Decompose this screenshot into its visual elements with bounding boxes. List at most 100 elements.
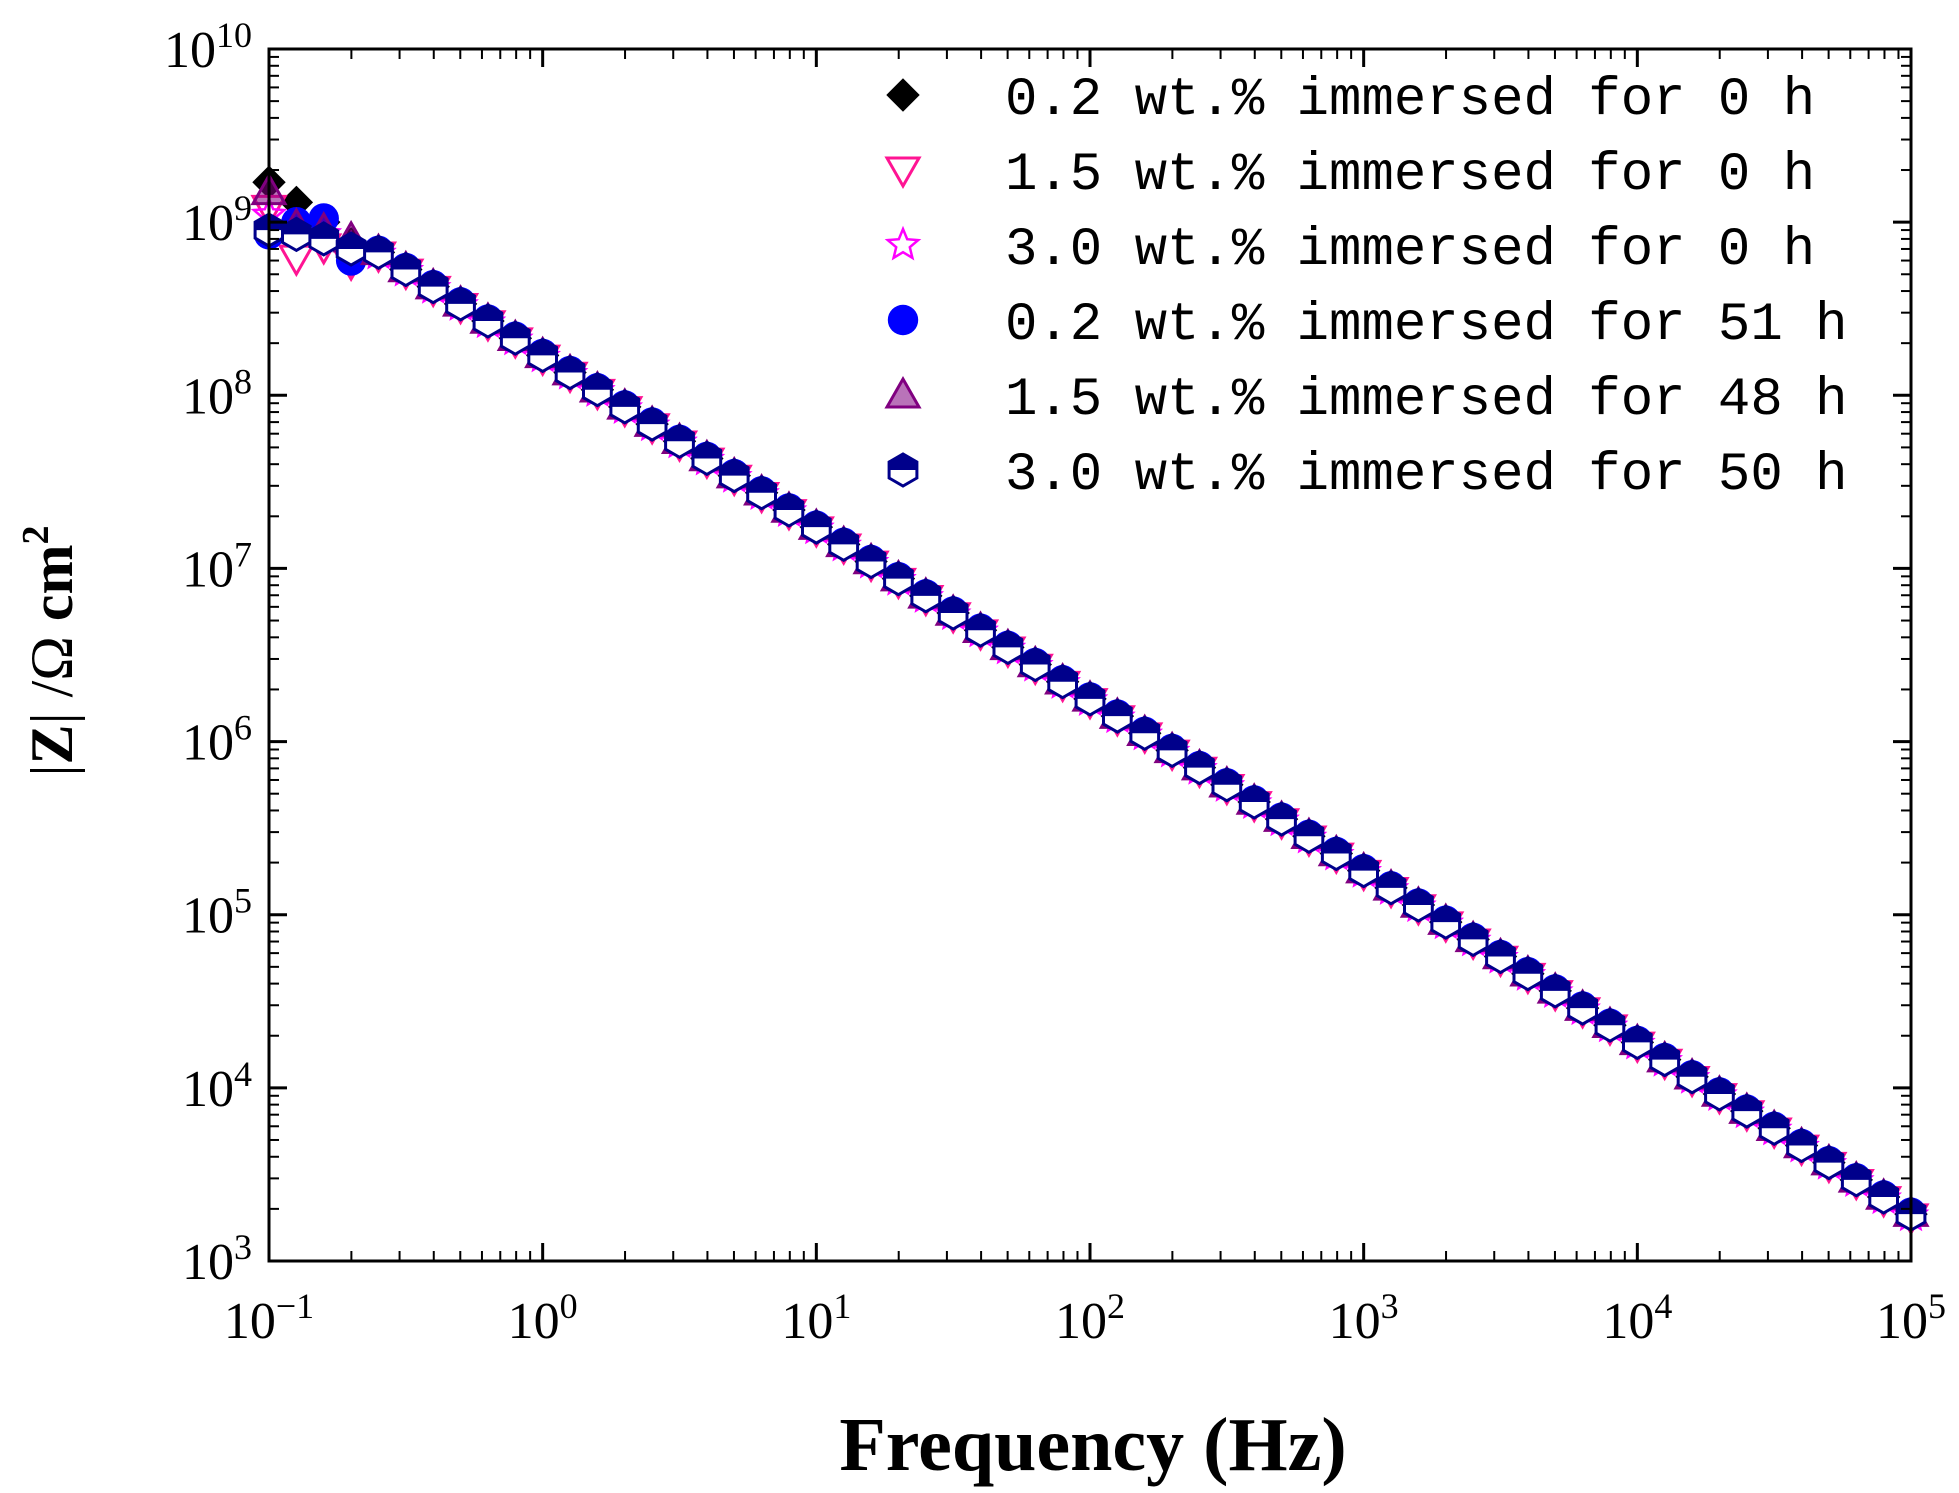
x-tick-label: 101 xyxy=(781,1286,851,1350)
x-tick-label: 10−1 xyxy=(224,1286,314,1350)
y-tick-label: 105 xyxy=(182,881,252,945)
data-point-fill xyxy=(337,233,365,249)
data-point-fill xyxy=(665,425,694,442)
data-point-fill xyxy=(501,322,530,339)
data-point-fill xyxy=(1760,1112,1789,1129)
data-point-fill xyxy=(966,614,995,631)
data-point-fill xyxy=(747,476,776,493)
data-point-fill xyxy=(911,579,940,596)
axis-ticks xyxy=(267,47,1913,1263)
data-point-fill xyxy=(1514,957,1542,974)
data-point-fill xyxy=(419,270,448,287)
legend-marker xyxy=(884,156,922,190)
data-point-fill xyxy=(1349,854,1378,871)
data-point-fill xyxy=(1596,1009,1624,1026)
y-tick-label: 103 xyxy=(182,1227,252,1291)
data-point-fill xyxy=(1404,889,1433,906)
data-point-fill xyxy=(693,442,721,459)
y-tick-label: 108 xyxy=(182,361,252,425)
legend-label: 0.2 wt.% immersed for 51 h xyxy=(1005,295,1848,356)
x-axis-title: Frequency (Hz) xyxy=(839,1403,1346,1487)
legend-marker xyxy=(884,225,922,261)
series-5 xyxy=(253,212,1927,1232)
legend-label: 3.0 wt.% immersed for 0 h xyxy=(1005,220,1815,281)
data-point-fill xyxy=(1541,974,1570,991)
data-point-fill xyxy=(638,408,666,425)
data-point-fill xyxy=(282,218,311,235)
data-point-fill xyxy=(939,597,968,614)
data-point-fill xyxy=(1705,1077,1734,1094)
data-point-fill xyxy=(857,545,885,562)
data-markers xyxy=(250,165,1930,1236)
x-tick-label: 102 xyxy=(1055,1286,1125,1350)
legend-label: 1.5 wt.% immersed for 48 h xyxy=(1005,370,1848,431)
data-point-fill xyxy=(309,222,338,239)
data-point-fill xyxy=(884,562,913,579)
legend-marker xyxy=(887,304,919,336)
data-point-fill xyxy=(528,339,557,356)
data-point-fill xyxy=(556,356,584,373)
data-point-fill xyxy=(1486,940,1515,957)
legend-label: 1.5 wt.% immersed for 0 h xyxy=(1005,145,1815,206)
data-point-fill xyxy=(1185,751,1214,768)
legend-label: 3.0 wt.% immersed for 50 h xyxy=(1005,445,1848,506)
legend-item: 3.0 wt.% immersed for 50 h xyxy=(887,445,1848,506)
data-point-fill xyxy=(1021,648,1050,665)
data-point-fill xyxy=(583,373,612,390)
y-tick-label: 107 xyxy=(182,534,252,598)
data-point-fill xyxy=(1240,786,1269,802)
data-point-fill xyxy=(1322,837,1351,854)
legend-marker xyxy=(886,78,920,112)
y-tick-label: 106 xyxy=(182,708,252,772)
legend-item: 3.0 wt.% immersed for 0 h xyxy=(884,220,1815,281)
y-tick-label: 104 xyxy=(182,1054,252,1118)
x-tick-label: 105 xyxy=(1876,1286,1946,1350)
data-point-fill xyxy=(391,253,420,270)
data-point-fill xyxy=(1459,923,1487,940)
data-point-fill xyxy=(802,511,831,528)
data-point-fill xyxy=(1048,665,1077,682)
data-point-fill xyxy=(474,305,502,322)
data-point-fill xyxy=(1732,1095,1761,1112)
data-point-fill xyxy=(994,631,1022,648)
legend-item: 0.2 wt.% immersed for 0 h xyxy=(886,70,1815,131)
data-point-fill xyxy=(1842,1163,1871,1180)
data-point-fill xyxy=(446,287,475,304)
y-tick-label: 1010 xyxy=(164,15,252,79)
data-point-fill xyxy=(1431,906,1460,923)
data-point-fill xyxy=(1212,768,1241,785)
data-point-fill xyxy=(1267,803,1296,820)
data-point-fill xyxy=(1130,717,1159,734)
data-point-fill xyxy=(1787,1129,1816,1146)
data-point-fill xyxy=(720,459,749,476)
data-point-fill xyxy=(1623,1026,1652,1043)
data-point-fill xyxy=(1377,871,1405,888)
data-point-fill xyxy=(829,528,858,545)
tick-labels: 10−1 100 101 102 103 104 105 103 104 105 106 107 108… xyxy=(164,15,1946,1350)
x-tick-label: 100 xyxy=(508,1286,578,1350)
data-point-fill xyxy=(1869,1181,1898,1197)
data-point-fill xyxy=(1103,700,1132,717)
data-point-fill xyxy=(1650,1043,1679,1060)
legend: 0.2 wt.% immersed for 0 h 1.5 wt.% immers… xyxy=(884,70,1848,506)
data-point-fill xyxy=(1158,734,1186,751)
legend-item: 1.5 wt.% immersed for 48 h xyxy=(884,370,1848,431)
legend-marker-fill xyxy=(889,454,917,470)
data-point-fill xyxy=(364,236,393,253)
data-point-fill xyxy=(1678,1060,1706,1077)
x-tick-label: 103 xyxy=(1329,1286,1399,1350)
legend-marker xyxy=(884,375,922,409)
data-point-fill xyxy=(775,494,803,510)
data-point-fill xyxy=(1568,992,1597,1009)
data-point-fill xyxy=(1815,1146,1843,1163)
legend-item: 0.2 wt.% immersed for 51 h xyxy=(887,295,1848,356)
y-axis-title: |Z| /Ω cm2 xyxy=(15,526,85,777)
data-point-fill xyxy=(1076,682,1104,699)
legend-label: 0.2 wt.% immersed for 0 h xyxy=(1005,70,1815,131)
legend-item: 1.5 wt.% immersed for 0 h xyxy=(884,145,1815,206)
data-point-fill xyxy=(1295,820,1323,837)
y-tick-label: 109 xyxy=(182,188,252,252)
data-point-fill xyxy=(610,390,639,407)
x-tick-label: 104 xyxy=(1602,1286,1672,1350)
